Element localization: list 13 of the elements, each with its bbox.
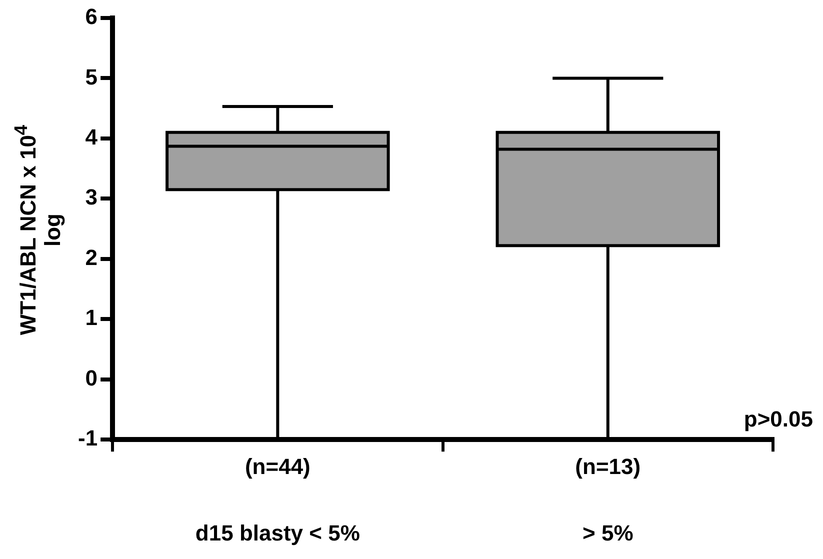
- y-tick-label: 5: [85, 64, 98, 90]
- text: > 5%: [582, 520, 634, 546]
- y-tick-label: 6: [85, 4, 98, 30]
- y-tick-label: 0: [85, 365, 98, 390]
- x-tick-label: (n=44): [244, 454, 310, 479]
- y-tick-label: 1: [85, 305, 98, 330]
- text: d15 blasty < 5%: [195, 520, 360, 546]
- y-tick-label: -1: [78, 426, 98, 451]
- y-tick-label: 2: [85, 244, 98, 270]
- x-tick-label: (n=13): [575, 454, 641, 479]
- y-tick-label: 4: [85, 124, 98, 150]
- annotation: p>0.05: [744, 406, 813, 432]
- y-tick-label: 3: [85, 184, 98, 210]
